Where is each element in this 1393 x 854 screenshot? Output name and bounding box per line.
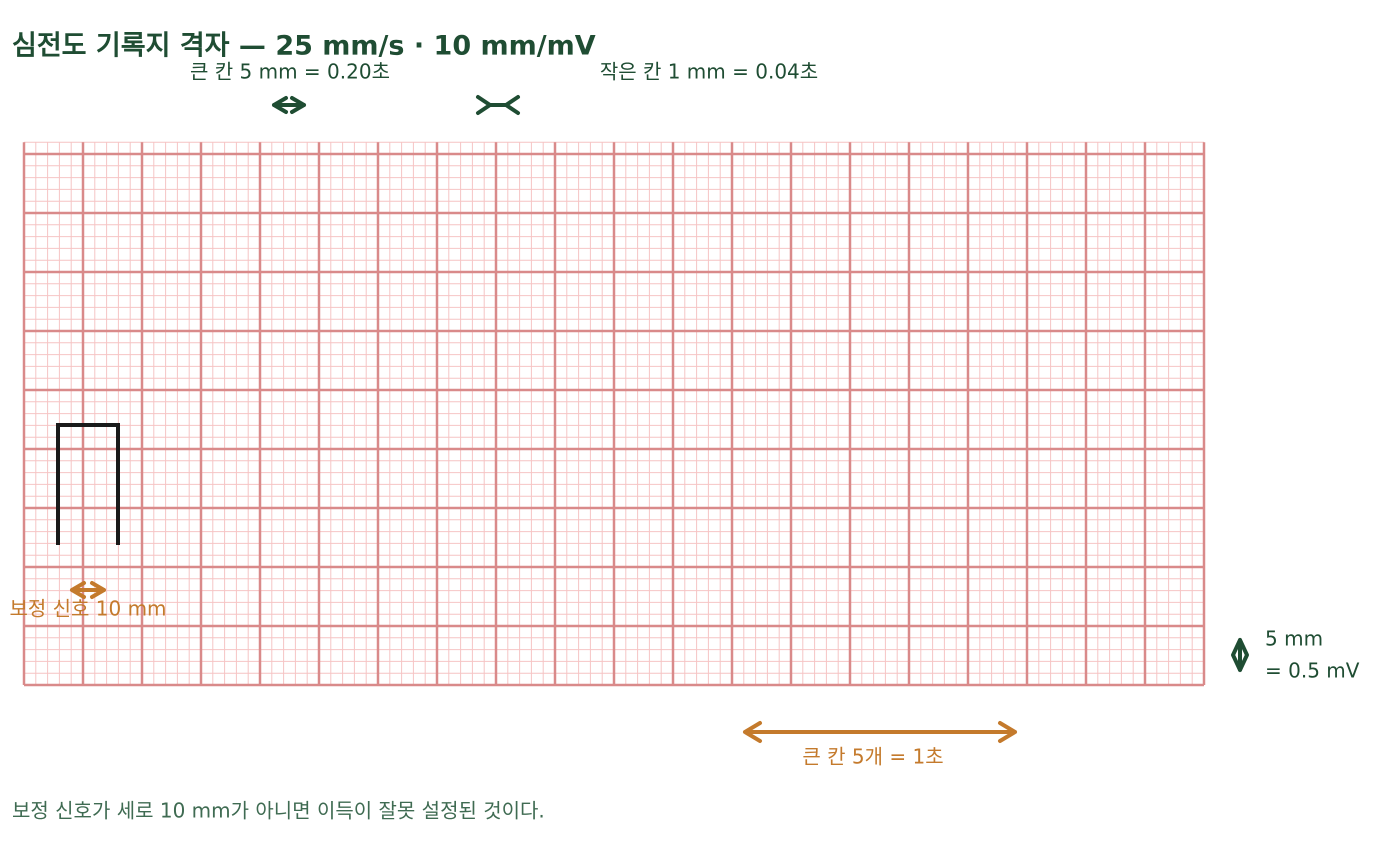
- title: 심전도 기록지 격자 — 25 mm/s · 10 mm/mV: [12, 31, 596, 62]
- big-box-label: 큰 칸 5 mm = 0.20초: [190, 60, 390, 84]
- calibration-arrow: [70, 581, 106, 599]
- voltage-arrow: [1231, 638, 1249, 672]
- small-box-arrow: [476, 95, 520, 115]
- time-arrow: [743, 721, 1017, 743]
- size-arrows: [272, 95, 1249, 672]
- small-box-label: 작은 칸 1 mm = 0.04초: [600, 60, 818, 84]
- orange-arrows: [70, 581, 1017, 743]
- voltage-label: 5 mm: [1265, 627, 1323, 651]
- calibration-label: 보정 신호 10 mm: [9, 597, 166, 621]
- ecg-grid: [22, 141, 1206, 687]
- calibration-pulse: [56, 423, 120, 545]
- time-label: 큰 칸 5개 = 1초: [802, 745, 943, 769]
- footer-note: 보정 신호가 세로 10 mm가 아니면 이득이 잘못 설정된 것이다.: [12, 799, 545, 823]
- voltage-label: = 0.5 mV: [1265, 659, 1360, 683]
- big-box-arrow: [272, 96, 306, 114]
